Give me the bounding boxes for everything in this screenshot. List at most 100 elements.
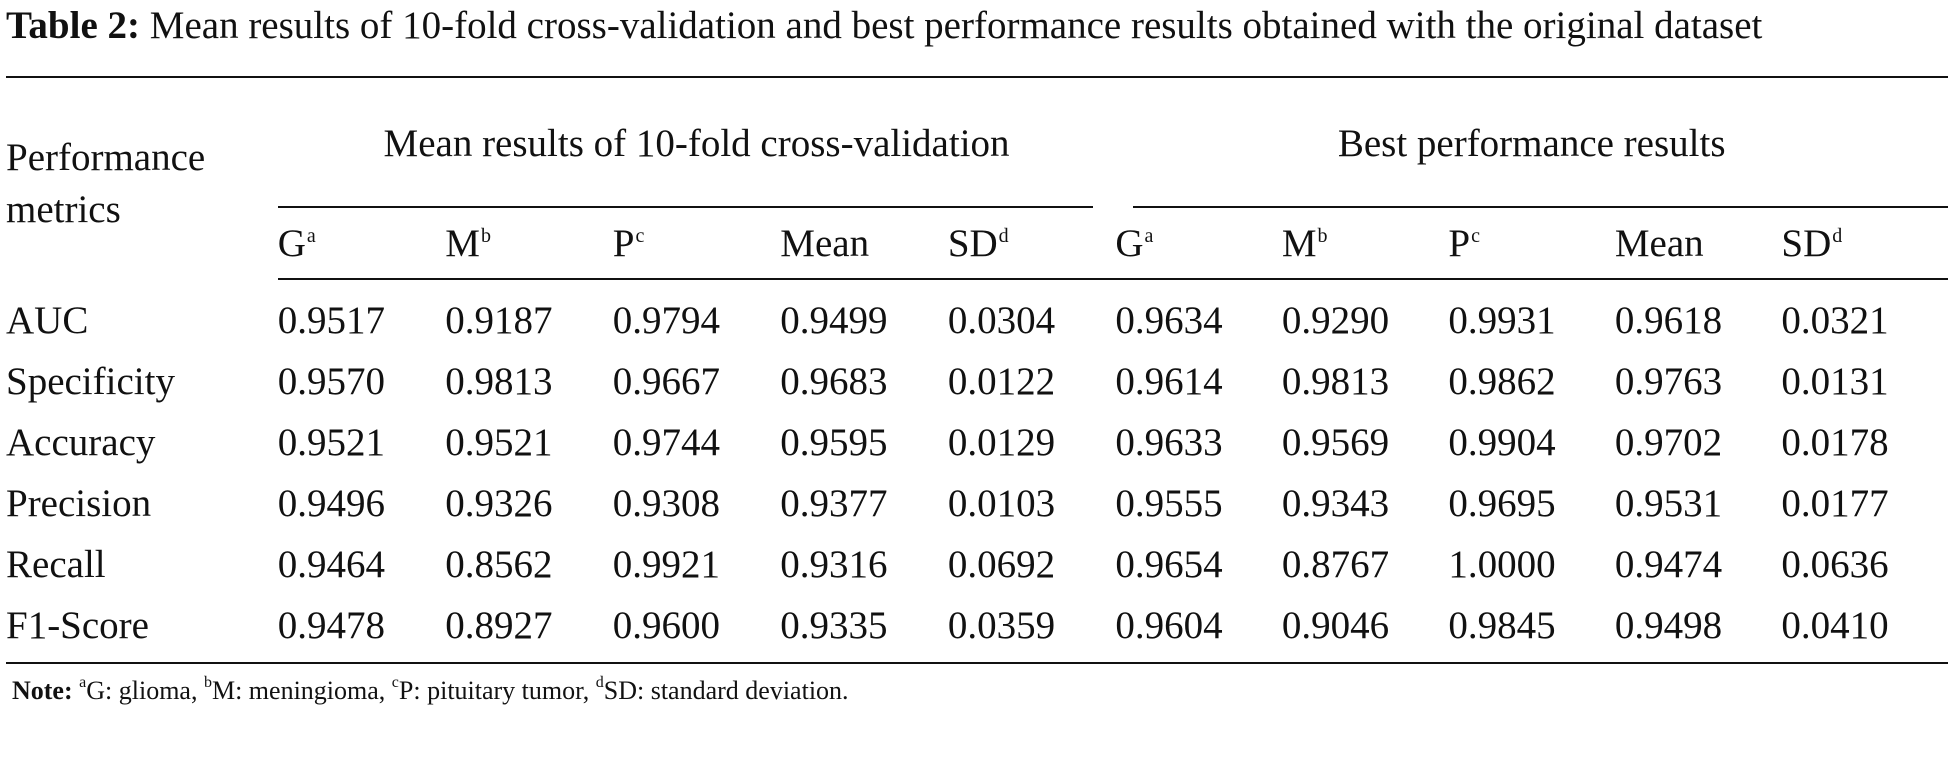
- value-cell: 0.9521: [277, 421, 385, 464]
- group-underline: [1133, 206, 1948, 208]
- footnote-marker: a: [306, 224, 316, 247]
- column-header-text: SD: [947, 221, 998, 265]
- value-cell: 0.0636: [1781, 543, 1889, 586]
- value-cell: 0.8562: [445, 543, 553, 586]
- value-cell: 0.9517: [277, 299, 385, 342]
- column-header-text: P: [1448, 221, 1471, 265]
- metric-column-header: Performance metrics: [6, 135, 206, 231]
- value-cell: 0.0129: [947, 421, 1056, 464]
- value-cell: 0.9695: [1448, 482, 1556, 525]
- value-cell: 0.9600: [612, 595, 781, 664]
- metric-name-cell: AUC: [6, 298, 89, 342]
- value-cell: 0.9521: [445, 421, 553, 464]
- footnote-marker: a: [79, 674, 87, 691]
- value-cell: 0.9570: [277, 360, 385, 403]
- note-label: Note:: [12, 676, 73, 705]
- value-cell: 0.9654: [1115, 543, 1223, 586]
- value-cell: 1.0000: [1448, 543, 1556, 586]
- value-cell: 0.8767: [1281, 543, 1390, 586]
- note-text: P: pituitary tumor,: [398, 676, 596, 705]
- column-header-text: G: [1115, 221, 1144, 265]
- value-cell: 0.9316: [780, 543, 888, 586]
- group-underline: [277, 206, 1094, 208]
- column-header: Ga: [1115, 208, 1282, 280]
- group-header-best: Best performance results: [1115, 78, 1948, 208]
- value-cell: 0.9614: [1115, 360, 1223, 403]
- value-cell: 0.0410: [1781, 595, 1948, 664]
- value-cell: 0.9634: [1115, 299, 1223, 342]
- value-cell: 0.9683: [780, 360, 888, 403]
- column-header: Mean: [1614, 208, 1782, 280]
- value-cell: 0.0178: [1781, 421, 1889, 464]
- value-cell: 0.9187: [445, 299, 553, 342]
- value-cell: 0.9474: [1614, 543, 1723, 586]
- table-row: AUC 0.9517 0.9187 0.9794 0.9499 0.0304 0.9634 0…: [6, 279, 1948, 351]
- value-cell: 0.9618: [1614, 299, 1723, 342]
- table-row: Accuracy 0.9521 0.9521 0.9744 0.9595 0.0129 0.…: [6, 412, 1948, 473]
- group-header-cross-validation: Mean results of 10-fold cross-validation: [277, 78, 1116, 208]
- caption-text: Mean results of 10-fold cross-validation…: [140, 4, 1763, 47]
- table-row: F1-Score 0.9478 0.8927 0.9600 0.9335 0.0359 0.…: [6, 595, 1948, 664]
- sub-header-row: Ga Mb Pc Mean SDd Ga Mb Pc Mean SDd: [6, 208, 1948, 280]
- value-cell: 0.9498: [1614, 595, 1782, 664]
- value-cell: 0.9308: [612, 482, 721, 525]
- table-row: Recall 0.9464 0.8562 0.9921 0.9316 0.0692 0.96…: [6, 534, 1948, 595]
- column-header: Mb: [1281, 208, 1449, 280]
- footnote-marker: c: [391, 674, 399, 691]
- column-header: Pc: [1448, 208, 1615, 280]
- footnote-marker: d: [1832, 224, 1843, 247]
- value-cell: 0.9633: [1115, 421, 1223, 464]
- metric-name-cell: F1-Score: [6, 595, 278, 664]
- value-cell: 0.0692: [947, 543, 1056, 586]
- value-cell: 0.9464: [277, 543, 385, 586]
- value-cell: 0.9921: [612, 543, 721, 586]
- footnote-marker: d: [595, 674, 604, 691]
- value-cell: 0.9702: [1614, 421, 1723, 464]
- column-header: SDd: [1781, 208, 1948, 280]
- metric-name-cell: Precision: [6, 482, 152, 525]
- table-row: Precision 0.9496 0.9326 0.9308 0.9377 0.0103 0…: [6, 473, 1948, 534]
- value-cell: 0.9326: [445, 482, 553, 525]
- value-cell: 0.0103: [947, 482, 1056, 525]
- value-cell: 0.0359: [947, 595, 1116, 664]
- value-cell: 0.0177: [1781, 482, 1889, 525]
- table-body: AUC 0.9517 0.9187 0.9794 0.9499 0.0304 0.9634 0…: [6, 279, 1948, 664]
- value-cell: 0.9667: [612, 360, 721, 403]
- value-cell: 0.9335: [780, 595, 948, 664]
- column-header-text: G: [277, 221, 306, 265]
- column-header-text: Mean: [1614, 221, 1704, 265]
- value-cell: 0.9794: [612, 299, 721, 342]
- group-header-label: Best performance results: [1337, 121, 1726, 165]
- value-cell: 0.9499: [780, 299, 888, 342]
- value-cell: 0.9555: [1115, 482, 1223, 525]
- column-header: SDd: [947, 208, 1116, 280]
- value-cell: 0.9046: [1281, 595, 1449, 664]
- footnote-marker: b: [203, 674, 212, 691]
- value-cell: 0.9569: [1281, 421, 1390, 464]
- footnote-marker: b: [1317, 224, 1328, 247]
- column-header: Mean: [780, 208, 948, 280]
- value-cell: 0.0304: [947, 299, 1056, 342]
- value-cell: 0.0131: [1781, 360, 1889, 403]
- column-header-text: P: [612, 221, 635, 265]
- results-table: Performance metrics Mean results of 10-f…: [6, 76, 1948, 664]
- metric-name-cell: Accuracy: [6, 421, 156, 464]
- footnote-marker: d: [998, 224, 1009, 247]
- value-cell: 0.9904: [1448, 421, 1556, 464]
- table-row: Specificity 0.9570 0.9813 0.9667 0.9683 0.012…: [6, 351, 1948, 412]
- table-note: Note: aG: glioma, bM: meningioma, cP: pi…: [6, 674, 1948, 706]
- note-text: SD: standard deviation.: [603, 676, 849, 705]
- value-cell: 0.9931: [1448, 299, 1556, 342]
- value-cell: 0.9813: [1281, 360, 1390, 403]
- note-text: M: meningioma,: [211, 676, 392, 705]
- footnote-marker: a: [1144, 224, 1154, 247]
- value-cell: 0.9478: [277, 595, 446, 664]
- column-header: Pc: [612, 208, 781, 280]
- value-cell: 0.9377: [780, 482, 888, 525]
- value-cell: 0.9290: [1281, 299, 1390, 342]
- footnote-marker: c: [1471, 224, 1480, 247]
- value-cell: 0.0321: [1781, 299, 1889, 342]
- value-cell: 0.9343: [1281, 482, 1390, 525]
- value-cell: 0.9813: [445, 360, 553, 403]
